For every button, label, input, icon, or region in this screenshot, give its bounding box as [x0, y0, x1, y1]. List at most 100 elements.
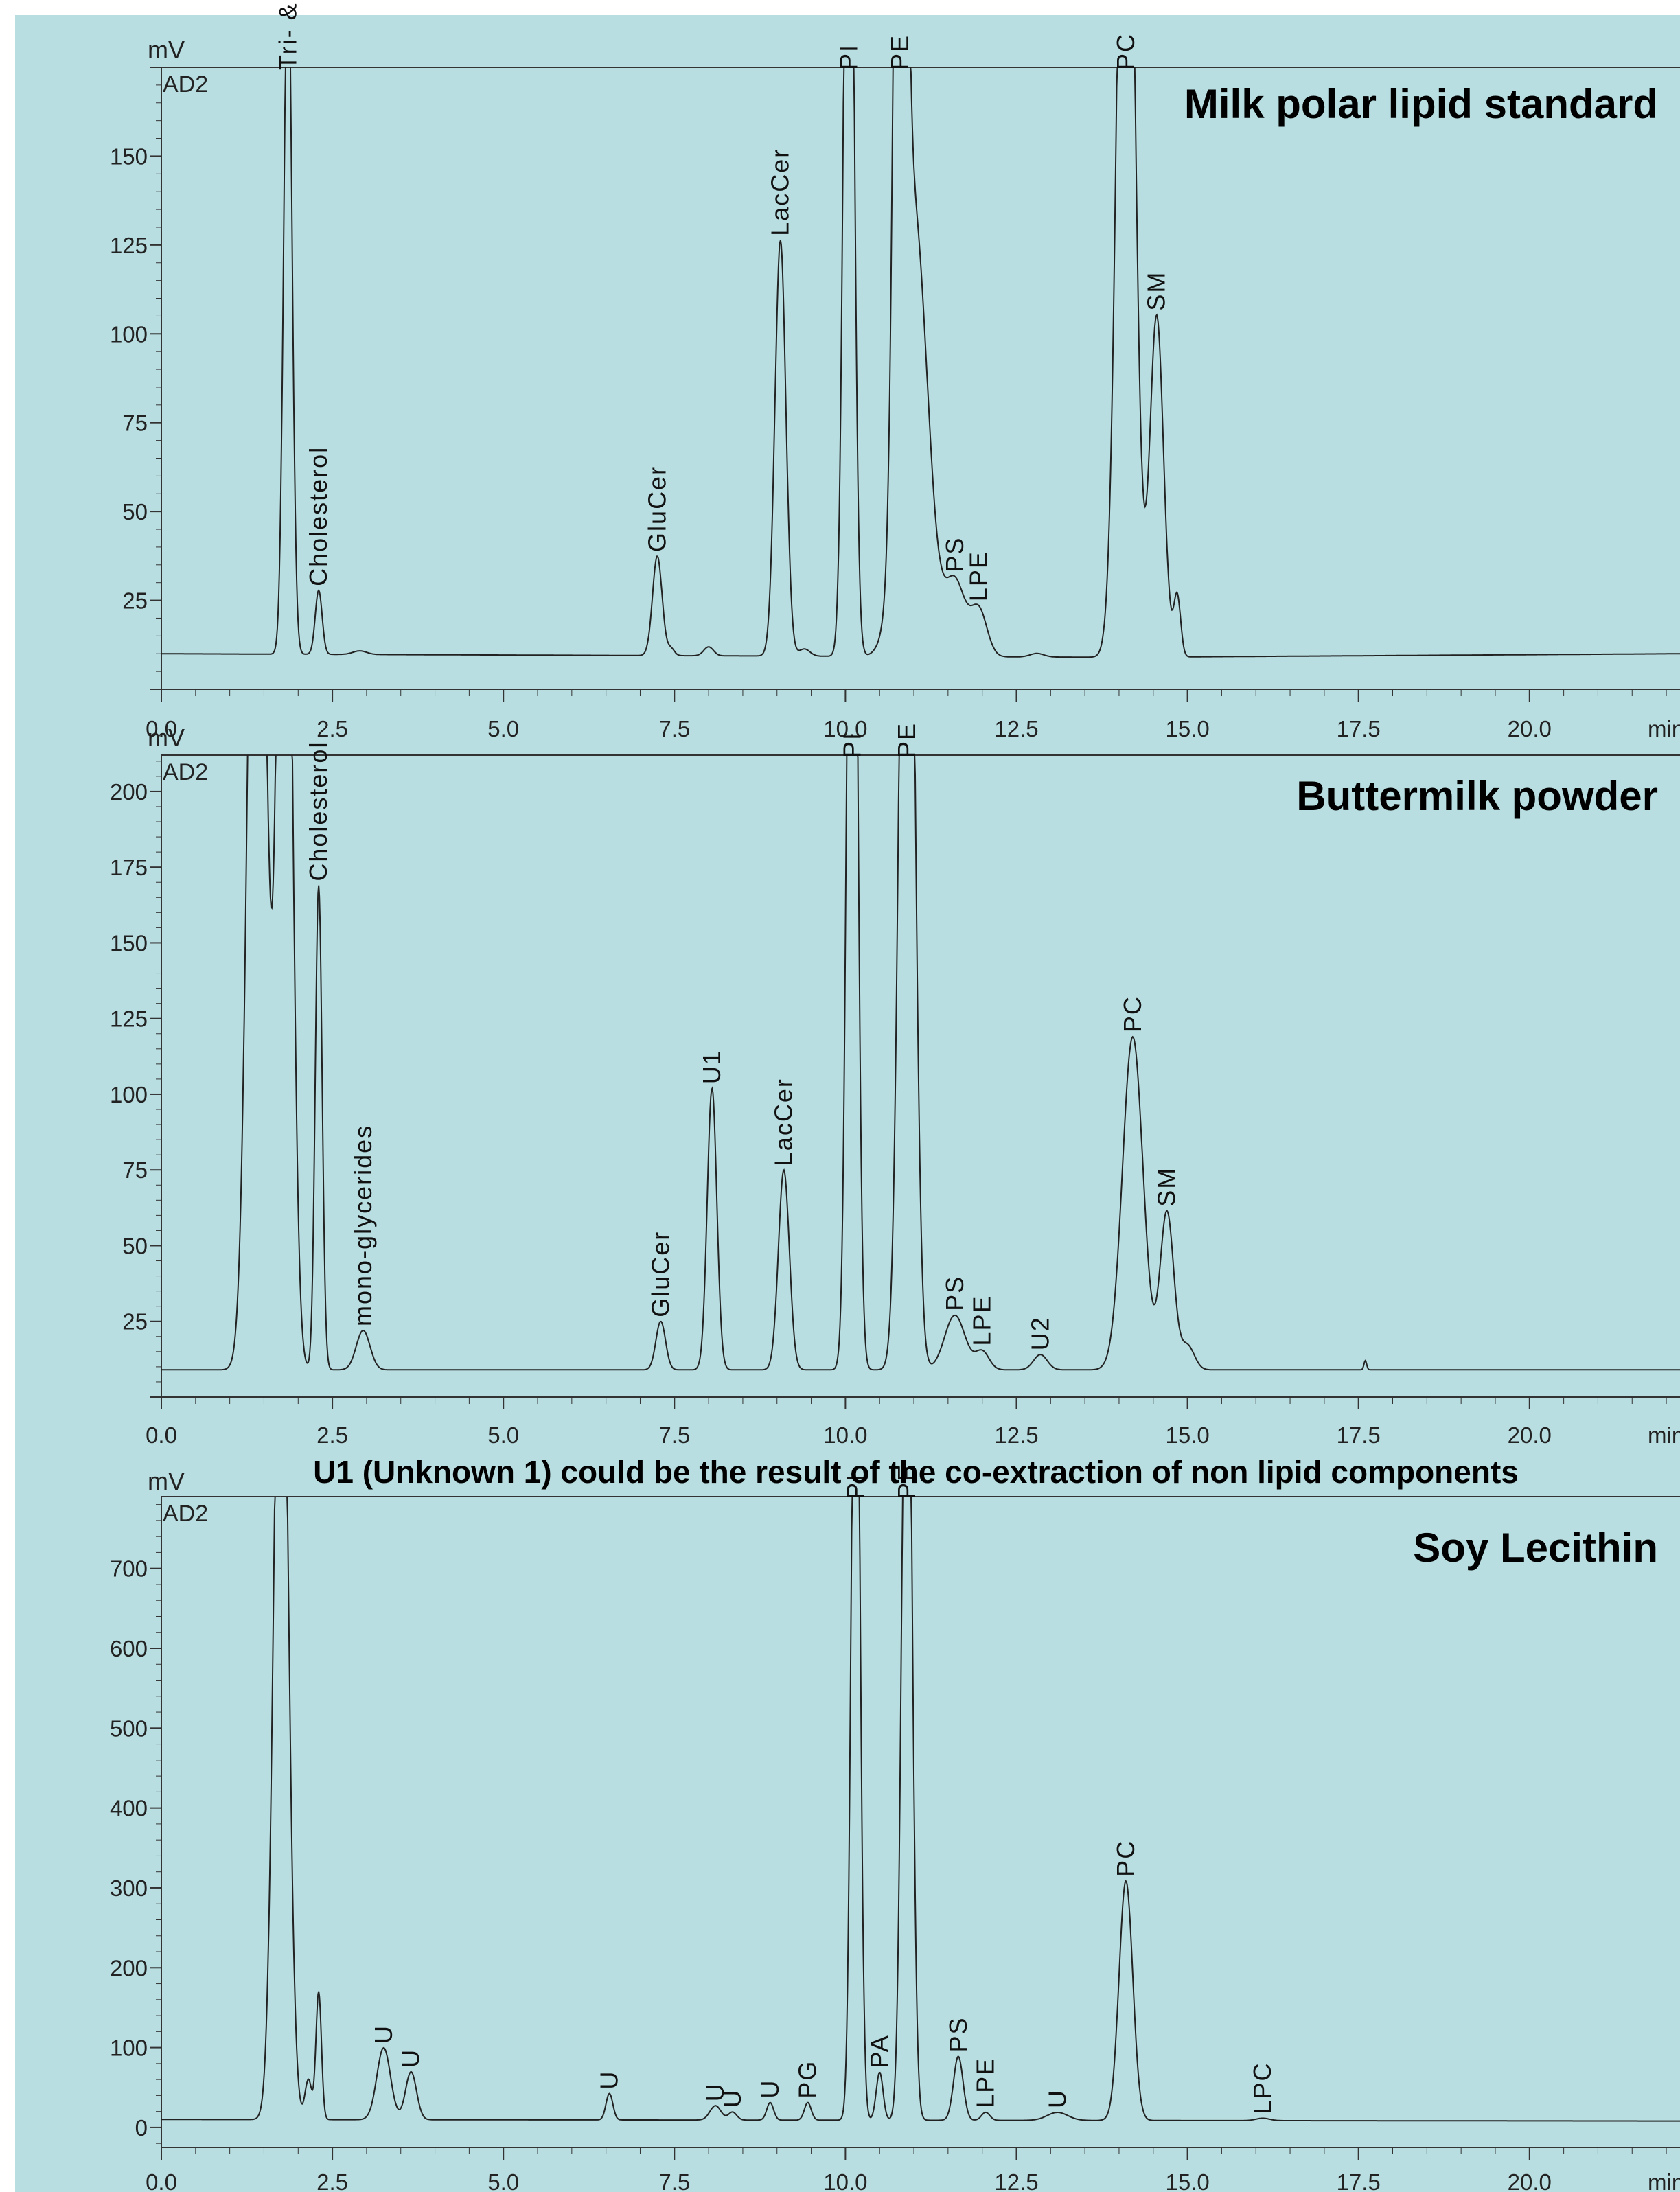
- y-tick-label: 0: [135, 2115, 148, 2141]
- peak-label: PS: [941, 537, 969, 573]
- y-tick-label: 125: [110, 233, 148, 258]
- chart-title: Soy Lecithin: [1413, 1525, 1658, 1571]
- channel-label: AD2: [163, 759, 208, 785]
- peak-label: PC: [1118, 995, 1147, 1032]
- peak-label: PC: [1112, 1840, 1140, 1877]
- channel-label: AD2: [163, 1501, 208, 1527]
- peak-label: PE: [893, 1464, 921, 1499]
- peak-label: PS: [941, 1276, 969, 1311]
- y-tick-label: 75: [122, 1157, 148, 1183]
- x-tick-label: 7.5: [658, 2169, 690, 2192]
- peak-label: GluCer: [646, 1231, 674, 1317]
- peak-label: PS: [944, 2016, 972, 2052]
- peak-label: U1: [698, 1050, 726, 1084]
- x-tick-label: 0.0: [146, 2169, 177, 2192]
- peak-label: PC: [1112, 33, 1140, 70]
- y-tick-label: 300: [110, 1876, 148, 1901]
- y-tick-label: 100: [110, 1082, 148, 1107]
- peak-label: U: [595, 2070, 623, 2090]
- x-tick-label: 2.5: [317, 2169, 348, 2192]
- peak-label: mono-glycerides: [349, 1124, 377, 1326]
- x-tick-label: 0.0: [146, 1422, 177, 1448]
- peak-label: LPE: [968, 1295, 996, 1346]
- y-tick-label: 200: [110, 779, 148, 805]
- chart-panel-2: 25 50 75 100 125 150 175 200 0.0 2.5 5.0 7.5 10.0 12.…: [110, 722, 1680, 1448]
- peak-label: U: [1043, 2089, 1071, 2108]
- peak-label: GluCer: [643, 465, 671, 552]
- x-tick-label: 17.5: [1337, 2169, 1381, 2192]
- chart-panel-3: 0 100 200 300 400 500 600 700 0.0 2.5 5.0 7.5 10.0 12…: [110, 1464, 1680, 2192]
- peak-label: Cholesterol: [304, 446, 332, 586]
- peak-label: SM: [1142, 271, 1171, 311]
- y-axis-unit: mV: [148, 36, 185, 64]
- peak-label: PI: [841, 1473, 869, 1499]
- x-tick-label: 12.5: [994, 1422, 1038, 1448]
- x-tick-label: 5.0: [487, 2169, 519, 2192]
- y-axis-unit: mV: [148, 724, 185, 752]
- x-tick-label: 17.5: [1337, 716, 1381, 741]
- chart-background: [15, 15, 1680, 2192]
- x-axis-unit: min: [1648, 716, 1680, 741]
- y-tick-label: 100: [110, 321, 148, 347]
- y-tick-label: 50: [122, 1233, 148, 1258]
- y-tick-label: 400: [110, 1796, 148, 1821]
- x-tick-label: 5.0: [487, 716, 519, 741]
- y-tick-label: 175: [110, 855, 148, 880]
- chart-title: Milk polar lipid standard: [1184, 81, 1658, 127]
- peak-label: LPE: [971, 2057, 1000, 2108]
- peak-label: U: [397, 2049, 425, 2068]
- peak-label: LPE: [965, 551, 993, 601]
- x-tick-label: 10.0: [823, 716, 867, 741]
- peak-label: U2: [1026, 1316, 1054, 1350]
- y-tick-label: 100: [110, 2035, 148, 2061]
- chromatogram-trace: [161, 755, 1680, 1371]
- x-tick-label: 5.0: [487, 1422, 519, 1448]
- y-tick-label: 500: [110, 1716, 148, 1741]
- x-tick-label: 15.0: [1165, 2169, 1209, 2192]
- y-tick-label: 25: [122, 1309, 148, 1335]
- x-axis-unit: min: [1648, 1422, 1680, 1448]
- x-tick-label: 20.0: [1508, 2169, 1552, 2192]
- peak-label: LacCer: [766, 148, 794, 236]
- peak-label: U: [369, 2024, 398, 2044]
- peak-label: PI: [838, 732, 866, 758]
- x-tick-label: 20.0: [1508, 716, 1552, 741]
- y-tick-label: 150: [110, 143, 148, 169]
- peak-label: PG: [794, 2060, 822, 2099]
- peak-label: LacCer: [770, 1078, 798, 1166]
- footnote-u1: U1 (Unknown 1) could be the result of th…: [313, 1454, 1519, 1490]
- peak-label: SM: [1153, 1167, 1181, 1207]
- x-tick-label: 10.0: [823, 1422, 867, 1448]
- x-tick-label: 2.5: [317, 1422, 348, 1448]
- y-tick-label: 75: [122, 411, 148, 436]
- peak-label: PA: [865, 2034, 893, 2068]
- y-axis-unit: mV: [148, 1467, 185, 1495]
- y-tick-label: 25: [122, 588, 148, 614]
- chart-panel-1: 25 50 75 100 125 150 0.0 2.5 5.0 7.5 10.0 12.5 15.0 1…: [110, 0, 1680, 741]
- x-tick-label: 15.0: [1165, 1422, 1209, 1448]
- peak-label: Cholesterol: [304, 741, 332, 881]
- y-tick-label: 125: [110, 1006, 148, 1032]
- peak-label: U: [701, 2082, 729, 2101]
- y-tick-label: 600: [110, 1636, 148, 1661]
- y-tick-label: 200: [110, 1955, 148, 1981]
- x-tick-label: 15.0: [1165, 716, 1209, 741]
- x-tick-label: 12.5: [994, 716, 1038, 741]
- x-tick-label: 7.5: [658, 1422, 690, 1448]
- peak-label: PE: [886, 34, 914, 70]
- peak-label: PI: [834, 44, 862, 70]
- x-tick-label: 2.5: [317, 716, 348, 741]
- x-tick-label: 20.0: [1508, 1422, 1552, 1448]
- x-axis-unit: min: [1648, 2169, 1680, 2192]
- x-tick-label: 10.0: [823, 2169, 867, 2192]
- y-tick-label: 700: [110, 1556, 148, 1582]
- peak-label: U: [718, 2088, 746, 2108]
- channel-label: AD2: [163, 71, 208, 97]
- chromatogram-trace: [161, 67, 1680, 658]
- peak-label: U: [756, 2079, 784, 2099]
- x-tick-label: 17.5: [1337, 1422, 1381, 1448]
- y-tick-label: 150: [110, 930, 148, 956]
- peak-label: Tri- & di-glycerides, FFA: [273, 0, 301, 70]
- peak-label: LPC: [1248, 2062, 1276, 2114]
